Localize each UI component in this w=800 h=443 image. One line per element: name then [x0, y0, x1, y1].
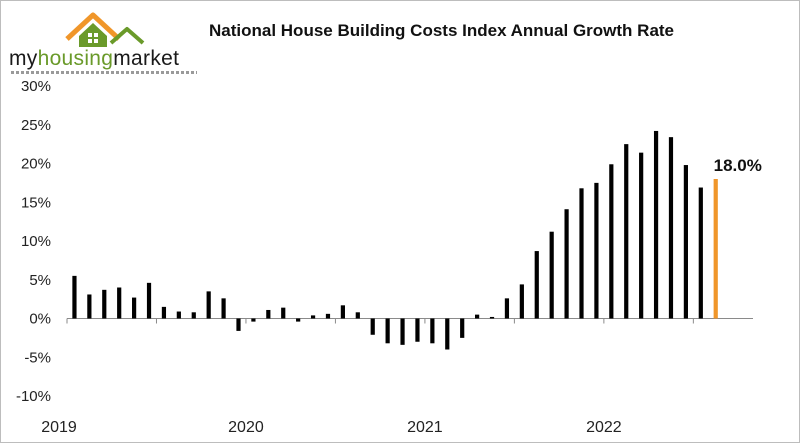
- bar: [475, 314, 480, 319]
- bar: [519, 284, 524, 319]
- chart-title: National House Building Costs Index Annu…: [209, 21, 675, 40]
- y-tick-label: -5%: [24, 349, 51, 366]
- bar: [609, 164, 614, 319]
- bar: [340, 305, 345, 319]
- bar: [72, 275, 77, 319]
- bar: [132, 297, 137, 319]
- bar: [683, 165, 688, 319]
- bar: [191, 312, 196, 319]
- bar: [385, 318, 390, 344]
- bar: [310, 315, 316, 319]
- bar: [176, 311, 181, 319]
- bar: [161, 306, 167, 319]
- bar: [87, 294, 92, 319]
- y-tick-label: 15%: [21, 194, 51, 211]
- bar: [489, 316, 495, 319]
- highlight-bar: [713, 179, 718, 319]
- bar: [564, 209, 569, 319]
- bar: [325, 313, 331, 319]
- bar: [251, 318, 256, 322]
- x-tick-label: 2022: [586, 419, 622, 436]
- bar: [117, 287, 122, 319]
- y-tick-label: 5%: [29, 272, 51, 289]
- bar: [296, 318, 301, 322]
- x-tick-label: 2020: [228, 419, 264, 436]
- bar: [549, 231, 554, 319]
- bar: [146, 282, 152, 319]
- y-tick-label: -10%: [16, 388, 51, 405]
- y-tick-label: 30%: [21, 78, 51, 95]
- bar: [668, 137, 674, 319]
- y-tick-label: 25%: [21, 117, 51, 134]
- y-tick-label: 10%: [21, 233, 51, 250]
- bar: [430, 318, 435, 344]
- bar: [415, 318, 420, 342]
- bar: [370, 318, 375, 335]
- logo-text-my: my: [9, 47, 38, 70]
- x-tick-label: 2021: [407, 419, 443, 436]
- bar: [266, 309, 271, 319]
- bar: [653, 130, 659, 319]
- logo-tagline: [11, 71, 197, 74]
- logo-text-housing: housing: [37, 47, 114, 70]
- bar: [221, 298, 226, 319]
- bar: [206, 291, 211, 319]
- y-tick-label: 0%: [29, 311, 51, 328]
- logo: myhousingmarket: [9, 9, 199, 79]
- bar: [504, 298, 510, 319]
- bar: [594, 182, 599, 319]
- bar: [534, 251, 539, 319]
- bar: [624, 144, 629, 319]
- logo-wordmark: myhousingmarket: [9, 47, 179, 71]
- highlight-data-label: 18.0%: [714, 156, 762, 175]
- bar: [639, 152, 644, 319]
- logo-text-market: market: [113, 47, 180, 70]
- bar: [102, 289, 107, 319]
- y-tick-label: 20%: [21, 156, 51, 173]
- bar: [355, 312, 360, 319]
- bar: [460, 318, 465, 338]
- bar: [236, 318, 241, 331]
- bar: [400, 318, 405, 345]
- bar: [579, 188, 584, 319]
- bar: [698, 187, 703, 319]
- x-tick-label: 2019: [41, 419, 77, 436]
- bar: [281, 307, 286, 319]
- bar: [445, 318, 450, 350]
- house-logo-icon: [65, 12, 145, 47]
